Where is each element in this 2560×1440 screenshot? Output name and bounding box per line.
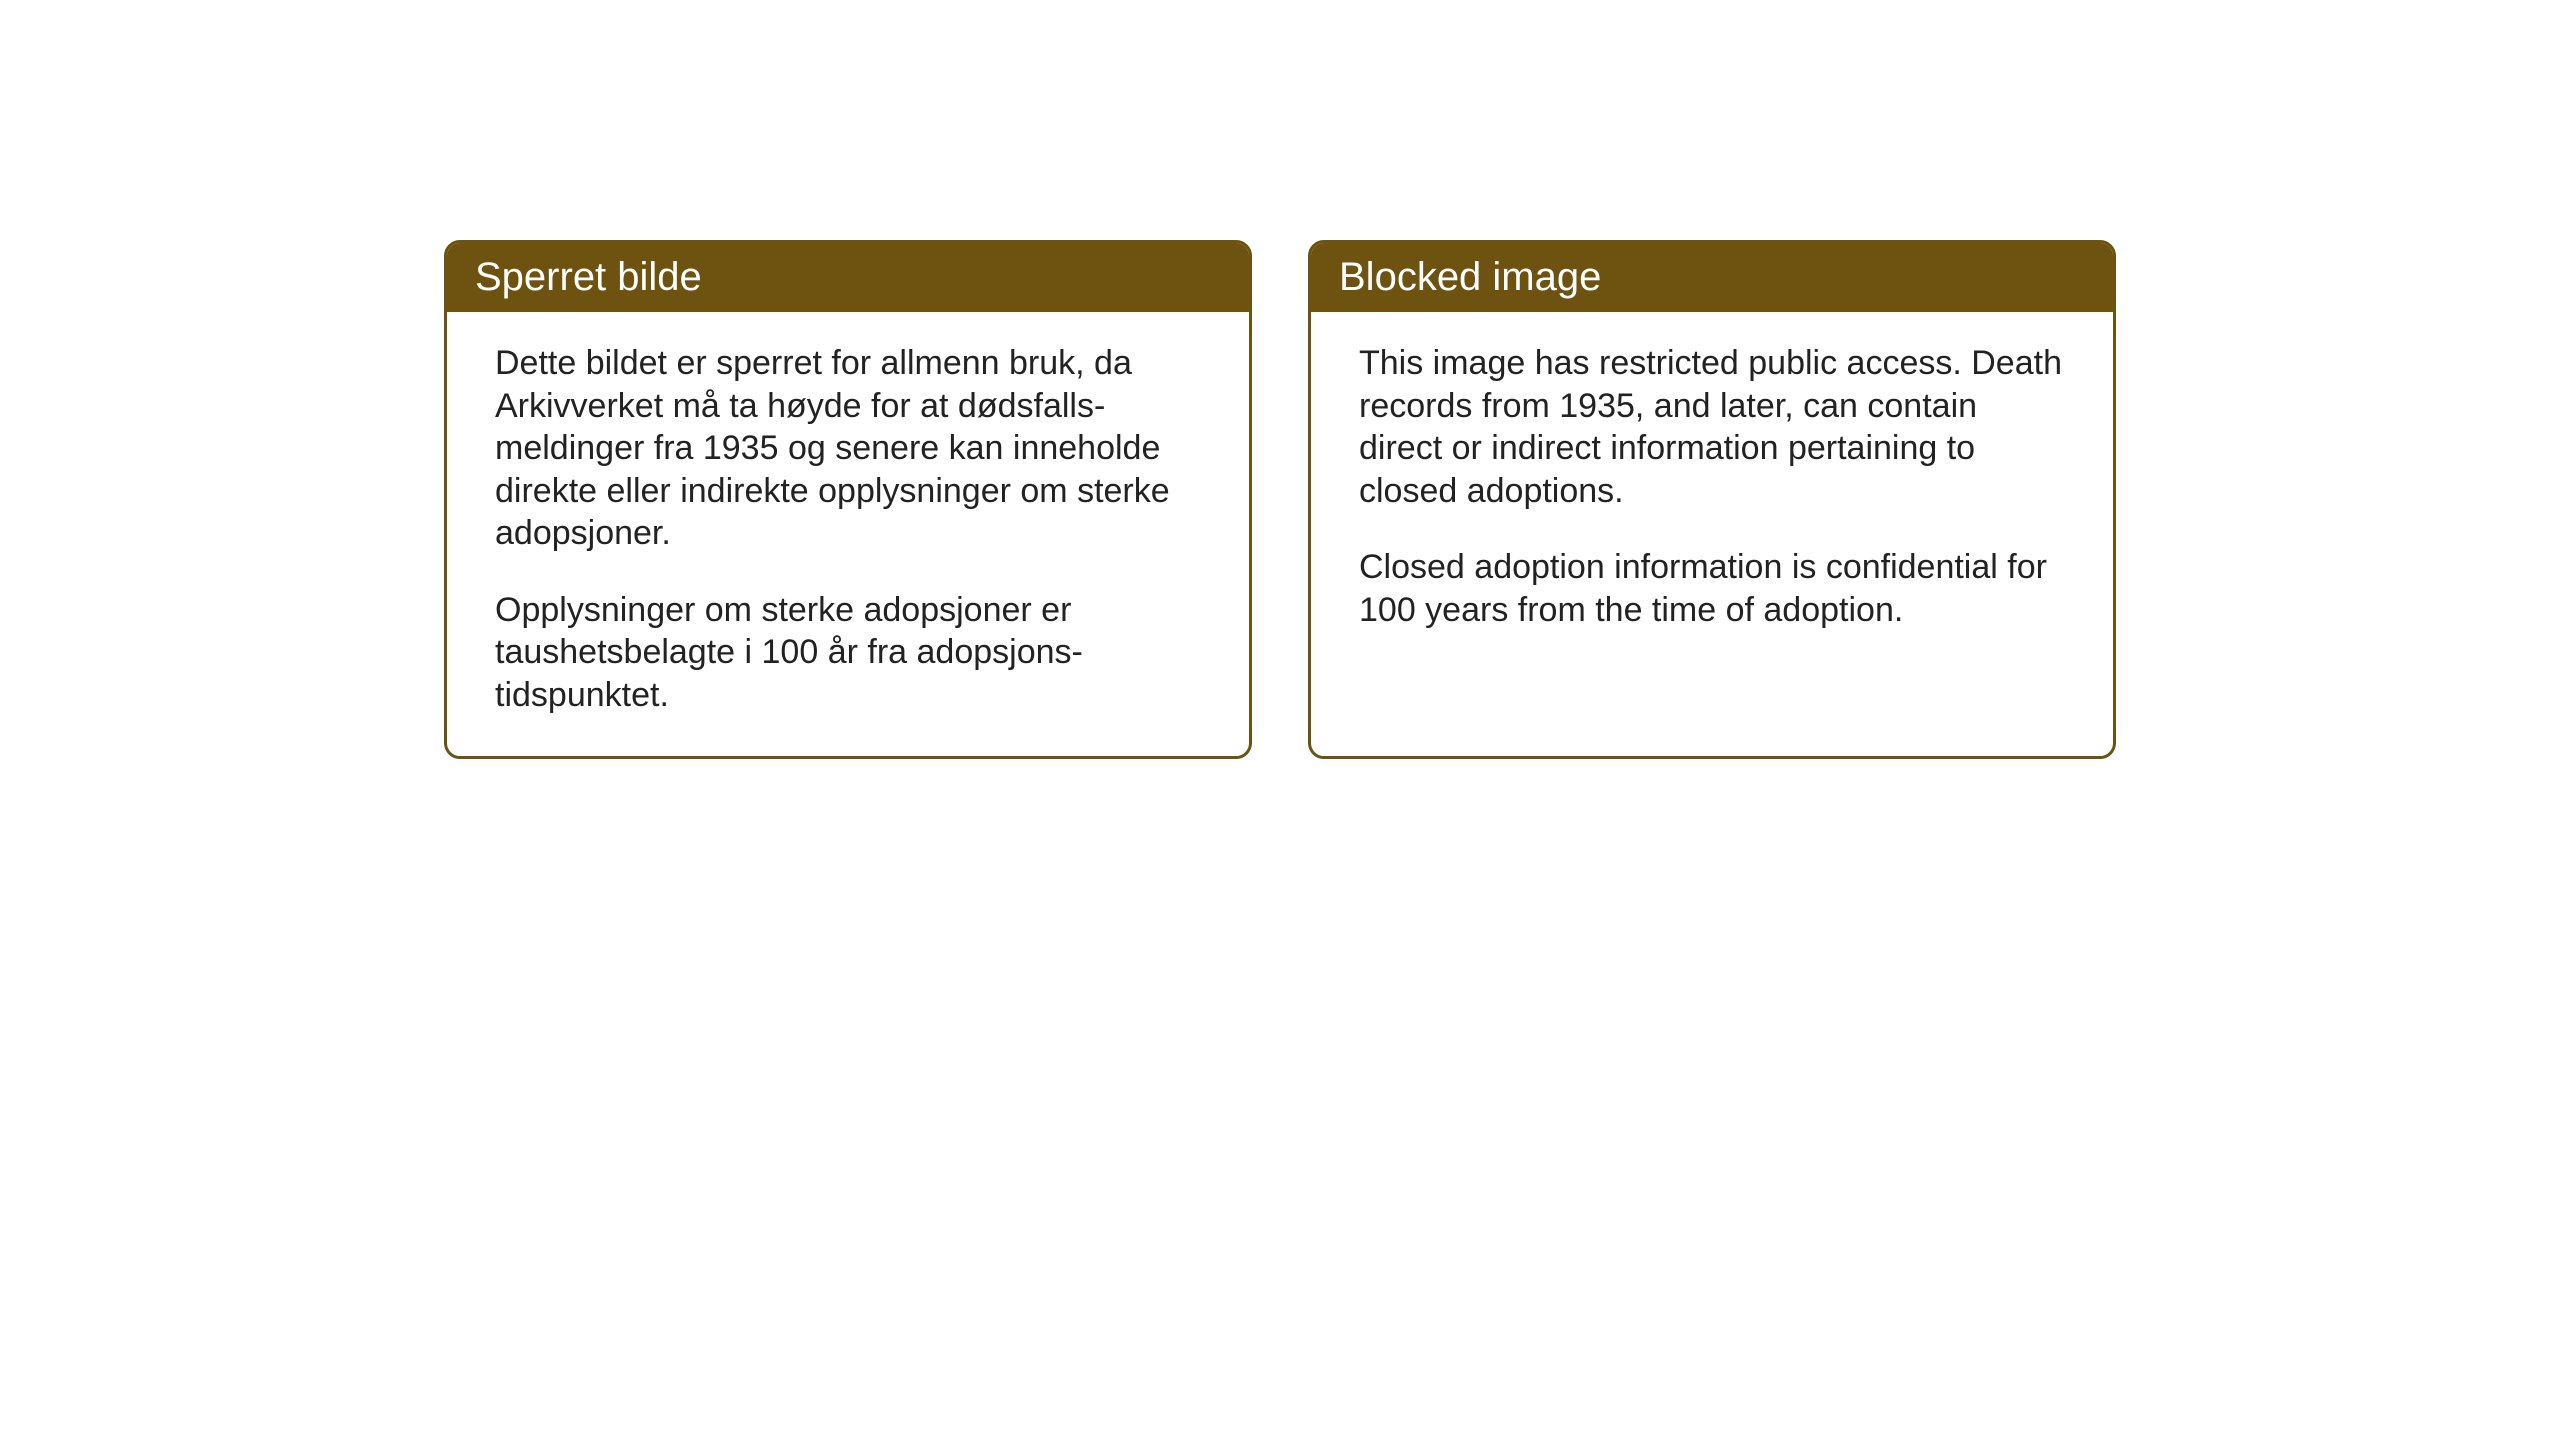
- card-paragraph-2-english: Closed adoption information is confident…: [1359, 546, 2065, 631]
- card-title-norwegian: Sperret bilde: [475, 255, 702, 299]
- card-paragraph-2-norwegian: Opplysninger om sterke adopsjoner er tau…: [495, 589, 1201, 717]
- card-paragraph-1-norwegian: Dette bildet er sperret for allmenn bruk…: [495, 342, 1201, 555]
- notice-container: Sperret bilde Dette bildet er sperret fo…: [0, 0, 2560, 759]
- card-paragraph-1-english: This image has restricted public access.…: [1359, 342, 2065, 512]
- notice-card-english: Blocked image This image has restricted …: [1308, 240, 2116, 759]
- card-title-english: Blocked image: [1339, 255, 1601, 299]
- card-header-english: Blocked image: [1311, 243, 2113, 312]
- card-header-norwegian: Sperret bilde: [447, 243, 1249, 312]
- card-body-english: This image has restricted public access.…: [1311, 312, 2113, 752]
- card-body-norwegian: Dette bildet er sperret for allmenn bruk…: [447, 312, 1249, 756]
- notice-card-norwegian: Sperret bilde Dette bildet er sperret fo…: [444, 240, 1252, 759]
